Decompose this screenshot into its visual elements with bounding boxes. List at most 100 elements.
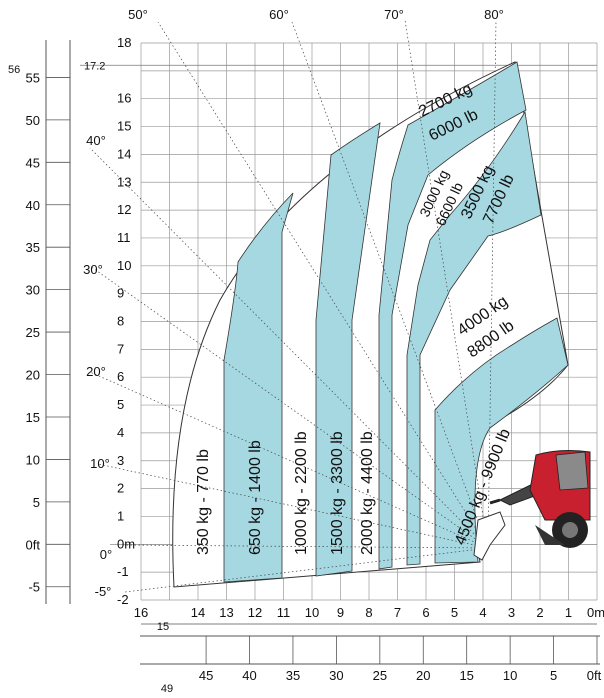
y-tick-ft: 40	[26, 198, 40, 213]
y-tick-ft: 25	[26, 325, 40, 340]
x-tick-m: 7	[394, 605, 401, 620]
y-tick-m: 8	[117, 314, 124, 329]
y-tick-m: 13	[117, 174, 131, 189]
y-tick-ft: 5	[33, 495, 40, 510]
y-tick-m: 4	[117, 425, 124, 440]
y-tick-ft: -5	[28, 580, 40, 595]
y-tick-ft: 45	[26, 155, 40, 170]
x-tick-ft: 20	[416, 668, 430, 683]
angle-line	[89, 371, 489, 549]
angle-label: 30°	[83, 262, 103, 277]
x-tick-m: 14	[191, 605, 205, 620]
x-tick-m: 0m	[587, 605, 604, 620]
x-tick-ft: 15	[459, 668, 473, 683]
x-tick-m: 6	[422, 605, 429, 620]
y-tick-m: -1	[117, 564, 129, 579]
angle-label: 70°	[384, 7, 404, 22]
x-tick-ft: 25	[373, 668, 387, 683]
y-tick-m: 5	[117, 397, 124, 412]
y-tick-ft: 50	[26, 113, 40, 128]
x-tick-ft: 49	[161, 683, 173, 695]
x-tick-m: 11	[277, 605, 291, 620]
band-label-650: 650 kg - 1400 lb	[247, 440, 264, 555]
angle-line	[97, 463, 489, 549]
y-tick-ft: 15	[26, 410, 40, 425]
x-tick-ft: 0ft	[587, 668, 602, 683]
angle-label: 40°	[86, 133, 106, 148]
band-4500kg	[434, 317, 569, 564]
x-tick-m: 13	[219, 605, 233, 620]
angle-label: 50°	[128, 7, 148, 22]
angle-lines	[89, 19, 497, 593]
load-zones	[172, 61, 569, 588]
y-tick-m: 12	[117, 202, 131, 217]
x-tick-m: 10	[305, 605, 319, 620]
angle-labels: 80° 70° 60° 50° 40° 30° 20° 10° 0° -5°	[83, 7, 504, 599]
x-tick-ft: 10	[503, 668, 517, 683]
y-tick-m: 18	[117, 35, 131, 50]
x-tick-ft: 35	[286, 668, 300, 683]
x-axis-m: 16 15 14 13 12 11 10 9 8 7 6 5 4 3 2 1 0m	[134, 605, 604, 633]
x-tick-m: 15	[157, 621, 169, 633]
y-tick-ft: 20	[26, 368, 40, 383]
y-tick-m: 0m	[117, 536, 135, 551]
angle-label: -5°	[95, 584, 112, 599]
band-2700-lower	[406, 110, 542, 566]
telehandler-icon	[473, 450, 591, 561]
x-tick-m: 16	[134, 605, 148, 620]
angle-line	[157, 21, 489, 549]
angle-label: 80°	[484, 7, 504, 22]
x-tick-m: 9	[337, 605, 344, 620]
angle-line	[404, 19, 489, 549]
band-label-2000: 2000 kg - 4400 lb	[359, 431, 376, 555]
y-tick-m: 3	[117, 453, 124, 468]
angle-line	[124, 547, 489, 593]
y-tick-ft: 55	[26, 70, 40, 85]
band-label-1000: 1000 kg - 2200 lb	[293, 431, 310, 555]
x-tick-m: 4	[479, 605, 486, 620]
y-tick-ft: 0ft	[26, 537, 41, 552]
y-tick-m: 11	[117, 230, 131, 245]
band-2700kg	[378, 61, 527, 570]
x-tick-m: 1	[565, 605, 572, 620]
y-tick-m: 9	[117, 286, 124, 301]
x-tick-m: 8	[365, 605, 372, 620]
angle-label: 60°	[269, 7, 289, 22]
x-tick-m: 3	[508, 605, 515, 620]
y-tick-ft: 30	[26, 283, 40, 298]
x-tick-ft: 40	[242, 668, 256, 683]
y-tick-m: 6	[117, 369, 124, 384]
band-label-1500: 1500 kg - 3300 lb	[329, 431, 346, 555]
angle-label: 10°	[90, 456, 110, 471]
y-tick-m: -2	[117, 592, 129, 607]
angle-line	[487, 19, 497, 549]
x-tick-m: 12	[248, 605, 262, 620]
y-tick-m: 7	[117, 341, 124, 356]
y-axis-m: 18 17.2 16 15 14 13 12 11 10 9 8 7 6 5 4 3 2 1 0m -1 -2	[84, 35, 135, 607]
angle-line	[89, 265, 489, 549]
band-650kg	[223, 192, 294, 583]
y-tick-m: 1	[117, 508, 124, 523]
y-tick-m: 16	[117, 91, 131, 106]
y-tick-m: 17.2	[84, 60, 105, 72]
band-label-350: 350 kg - 770 lb	[195, 449, 212, 555]
x-axis-ft: 49 45 40 35 30 25 20 15 10 5 0ft	[140, 635, 602, 695]
angle-line	[291, 21, 489, 549]
y-tick-ft: 35	[26, 240, 40, 255]
y-tick-m: 15	[117, 119, 131, 134]
angle-label: 0°	[100, 547, 112, 562]
y-tick-m: 10	[117, 258, 131, 273]
angle-line	[124, 544, 489, 549]
x-tick-m: 2	[536, 605, 543, 620]
y-tick-ft: 56	[8, 64, 20, 76]
angle-label: 20°	[86, 364, 106, 379]
x-tick-m: 5	[451, 605, 458, 620]
y-tick-m: 14	[117, 146, 131, 161]
x-tick-ft: 45	[199, 668, 213, 683]
x-tick-ft: 5	[550, 668, 557, 683]
y-axis-ft: 56 55 50 45 40 35 30 25 20 15 10 5 0ft -5	[8, 40, 71, 604]
x-tick-ft: 30	[329, 668, 343, 683]
y-tick-ft: 10	[26, 452, 40, 467]
y-tick-m: 2	[117, 481, 124, 496]
